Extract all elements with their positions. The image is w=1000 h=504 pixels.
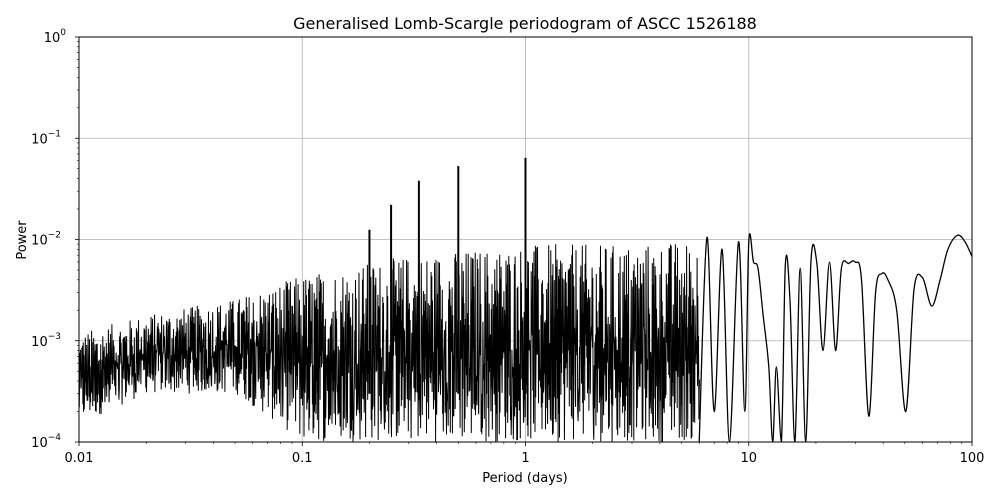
x-tick-label: 10	[740, 451, 757, 466]
x-axis: 0.01 0.1 1 10 100	[65, 442, 985, 466]
x-tick-label: 0.01	[65, 451, 94, 466]
data-series	[79, 157, 972, 442]
x-tick-label: 100	[960, 451, 985, 466]
noise-series	[79, 244, 701, 442]
y-tick-label: 100	[44, 28, 67, 46]
y-tick-label: 10−3	[31, 332, 61, 350]
y-axis: 100 10−1 10−2 10−3 10−4	[31, 28, 79, 451]
y-tick-label: 10−2	[31, 231, 61, 249]
x-tick-label: 1	[521, 451, 529, 466]
x-tick-label: 0.1	[292, 451, 313, 466]
y-axis-label: Power	[15, 220, 30, 260]
chart-title: Generalised Lomb-Scargle periodogram of …	[293, 14, 757, 33]
y-tick-label: 10−1	[31, 129, 61, 147]
x-axis-label: Period (days)	[482, 471, 568, 486]
long-period-series	[698, 233, 972, 442]
y-tick-label: 10−4	[31, 433, 61, 451]
